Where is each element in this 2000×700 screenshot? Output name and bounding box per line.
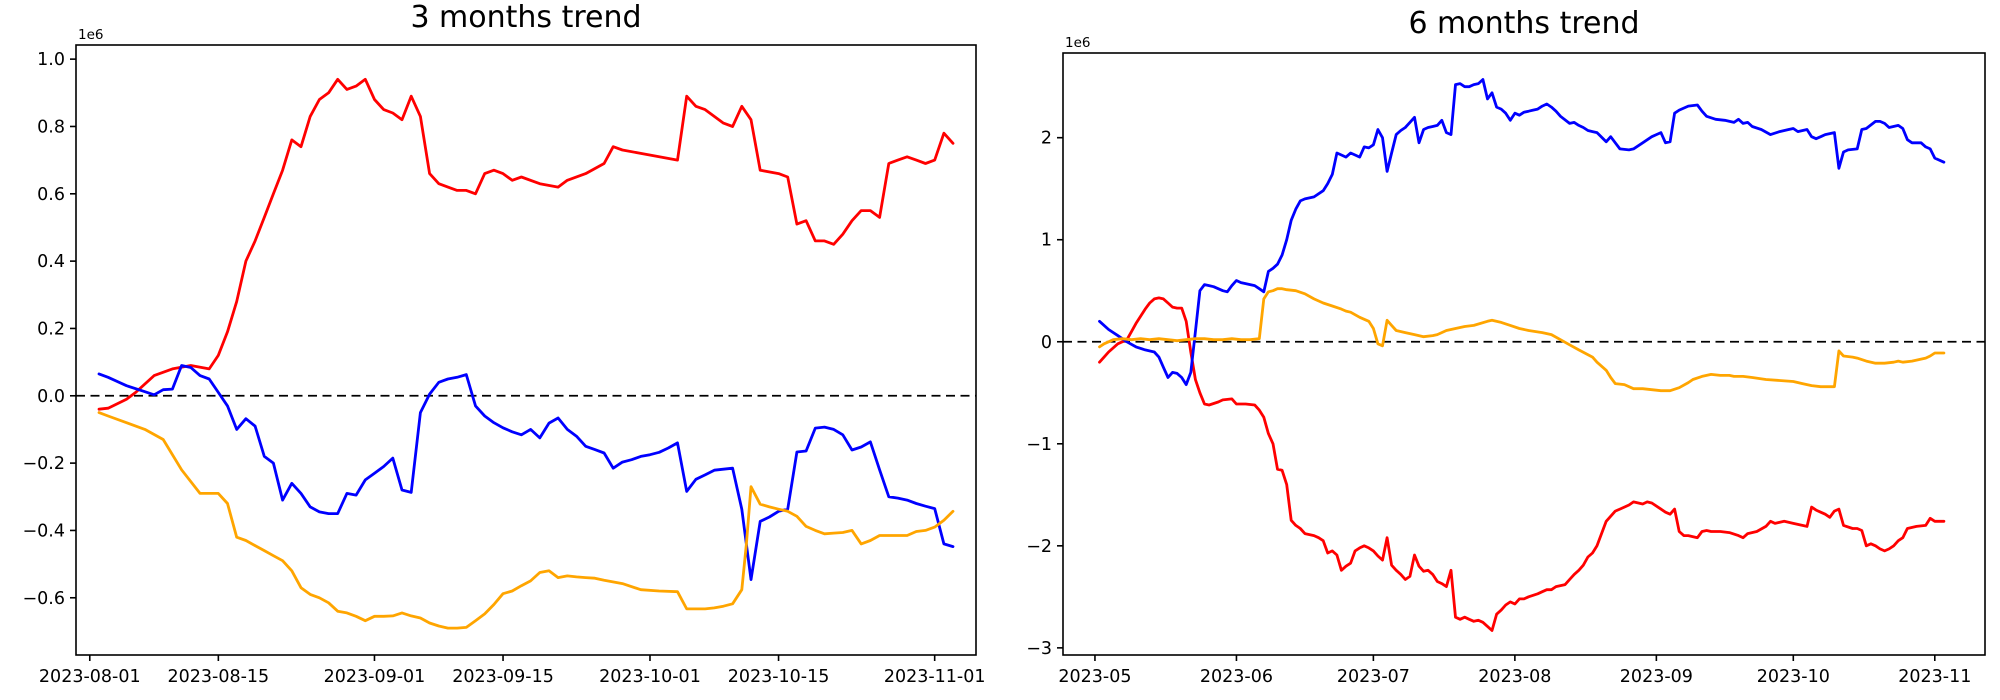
x-tick-label: 2023-08 bbox=[1478, 667, 1551, 687]
y-tick-label: 0.0 bbox=[37, 387, 65, 407]
y-tick-label: −0.4 bbox=[23, 521, 66, 541]
x-tick-label: 2023-07 bbox=[1337, 667, 1410, 687]
y-tick-label: 0.2 bbox=[37, 319, 65, 339]
series-line-orange bbox=[97, 411, 955, 630]
y-tick-label: −3 bbox=[1026, 639, 1052, 659]
series-line-blue bbox=[1098, 78, 1946, 387]
x-tick-label: 2023-09 bbox=[1620, 667, 1693, 687]
x-tick-label: 2023-10 bbox=[1757, 667, 1830, 687]
x-tick-label: 2023-09-15 bbox=[452, 667, 554, 687]
series-line-red bbox=[97, 77, 955, 411]
x-tick-label: 2023-11-01 bbox=[884, 667, 986, 687]
plot-area-border bbox=[75, 44, 977, 656]
y-tick-label: 0 bbox=[1041, 333, 1052, 353]
y-axis-offset-label-left: 1e6 bbox=[78, 27, 104, 43]
x-tick-label: 2023-10-01 bbox=[599, 667, 701, 687]
chart-title-3-months-trend: 3 months trend bbox=[410, 0, 642, 35]
y-tick-label: 2 bbox=[1041, 129, 1052, 149]
x-tick-label: 2023-08-01 bbox=[39, 667, 141, 687]
y-tick-label: 1.0 bbox=[37, 50, 65, 70]
y-tick-label: 0.8 bbox=[37, 117, 65, 137]
y-tick-label: 0.6 bbox=[37, 185, 65, 205]
x-tick-label: 2023-06 bbox=[1200, 667, 1273, 687]
x-tick-label: 2023-10-15 bbox=[728, 667, 830, 687]
y-tick-label: −0.2 bbox=[23, 454, 66, 474]
x-tick-label: 2023-08-15 bbox=[167, 667, 269, 687]
y-tick-label: −2 bbox=[1026, 537, 1052, 557]
series-line-blue bbox=[97, 364, 955, 581]
x-tick-label: 2023-11 bbox=[1898, 667, 1971, 687]
plot-area-border bbox=[1062, 52, 1986, 656]
x-tick-label: 2023-05 bbox=[1058, 667, 1131, 687]
chart-title-6-months-trend: 6 months trend bbox=[1408, 6, 1640, 41]
y-tick-label: 1 bbox=[1041, 231, 1052, 251]
y-tick-label: −0.6 bbox=[23, 589, 66, 609]
y-tick-label: −1 bbox=[1026, 435, 1052, 455]
x-tick-label: 2023-09-01 bbox=[324, 667, 426, 687]
y-axis-offset-label-right: 1e6 bbox=[1065, 35, 1091, 51]
series-line-red bbox=[1098, 296, 1946, 632]
y-tick-label: 0.4 bbox=[37, 252, 65, 272]
series-line-orange bbox=[1098, 287, 1946, 393]
